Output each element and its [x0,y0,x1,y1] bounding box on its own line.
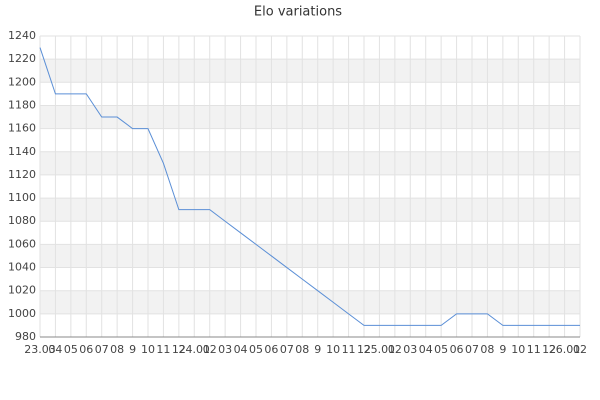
y-tick-label: 1240 [8,29,36,42]
x-tick-label: 06 [79,343,93,356]
grid-band [40,59,580,83]
bands [40,59,580,314]
x-tick-label: 12 [542,343,556,356]
y-tick-label: 1060 [8,237,36,250]
grid-band [40,105,580,129]
x-tick-label: 10 [141,343,155,356]
x-tick-label: 08 [110,343,124,356]
x-tick-label: 05 [434,343,448,356]
x-tick-label: 07 [280,343,294,356]
x-tick-label: 07 [465,343,479,356]
y-tick-label: 1120 [8,168,36,181]
y-tick-label: 1140 [8,145,36,158]
grid-band [40,290,580,314]
x-tick-label: 11 [156,343,170,356]
x-tick-label: 12 [357,343,371,356]
x-tick-label: 08 [480,343,494,356]
x-tick-label: 10 [326,343,340,356]
x-tick-label: 03 [403,343,417,356]
x-tick-label: 23.03 [24,343,56,356]
x-tick-label: 08 [295,343,309,356]
x-tick-label: 26.01 [549,343,581,356]
x-tick-label: 11 [527,343,541,356]
x-tick-label: 06 [450,343,464,356]
x-tick-label: 25.01 [364,343,396,356]
x-tick-label: 12 [172,343,186,356]
x-tick-label: 04 [48,343,62,356]
y-tick-label: 1180 [8,98,36,111]
y-tick-label: 1220 [8,52,36,65]
y-tick-label: 1200 [8,75,36,88]
x-tick-label: 07 [95,343,109,356]
y-tick-label: 1080 [8,214,36,227]
x-tick-label: 9 [129,343,136,356]
y-tick-label: 1100 [8,191,36,204]
y-tick-label: 1000 [8,307,36,320]
x-tick-label: 05 [64,343,78,356]
x-tick-label: 06 [264,343,278,356]
x-tick-label: 9 [314,343,321,356]
y-tick-label: 1020 [8,284,36,297]
line [39,47,580,326]
x-tick-label: 11 [342,343,356,356]
x-tick-label: 02 [573,343,587,356]
x-tick-label: 02 [203,343,217,356]
grid-band [40,151,580,175]
x-tick-label: 04 [234,343,248,356]
y-tick-label: 1160 [8,122,36,135]
x-tick-label: 9 [499,343,506,356]
x-tick-label: 10 [511,343,525,356]
x-tick-label: 05 [249,343,263,356]
y-tick-label: 980 [15,330,36,343]
x-tick-label: 04 [419,343,433,356]
grid [39,35,581,338]
chart-title: Elo variations [254,5,342,20]
y-tick-label: 1040 [8,261,36,274]
grid-band [40,244,580,268]
x-tick-label: 02 [388,343,402,356]
x-tick-label: 03 [218,343,232,356]
x-tick-label: 24.01 [179,343,211,356]
grid-band [40,198,580,222]
